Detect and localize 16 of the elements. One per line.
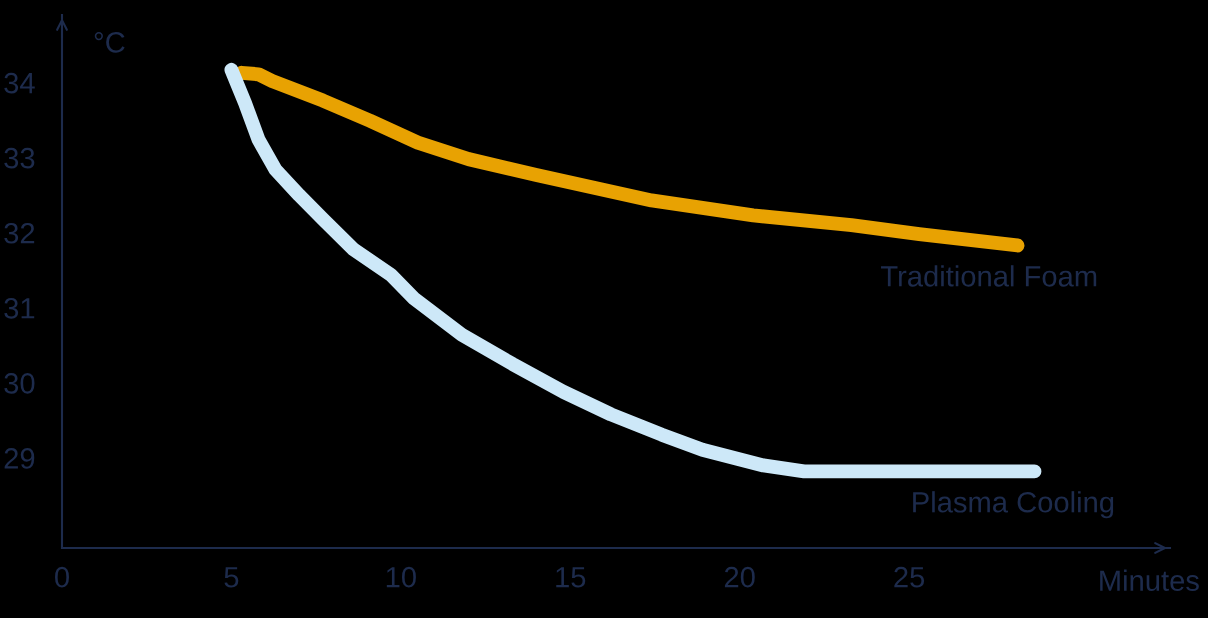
y-tick-label: 31 (4, 297, 35, 319)
x-tick-label: 10 (386, 566, 416, 588)
x-tick-label: 20 (724, 566, 755, 588)
y-tick-label: 32 (4, 222, 35, 244)
series-label: Traditional Foam (881, 265, 1097, 287)
y-tick-label: 29 (4, 448, 35, 469)
x-tick-label: 0 (55, 566, 69, 588)
x-axis-title: Minutes (1100, 569, 1199, 592)
y-tick-label: 33 (4, 147, 35, 169)
y-axis-title: °C (94, 32, 125, 53)
series-label: Plasma Cooling (913, 491, 1114, 519)
y-tick-label: 30 (4, 373, 35, 394)
x-tick-label: 25 (894, 566, 925, 588)
x-tick-label: 5 (224, 567, 239, 588)
y-tick-label: 34 (4, 72, 35, 94)
x-tick-label: 15 (556, 567, 586, 588)
